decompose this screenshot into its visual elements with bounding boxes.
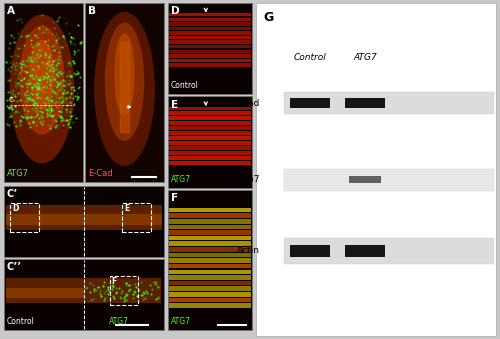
Bar — [169, 281, 251, 285]
Bar — [284, 238, 494, 264]
Bar — [169, 49, 251, 53]
Bar — [169, 126, 251, 130]
Text: C’: C’ — [6, 189, 18, 199]
Bar — [169, 13, 251, 17]
Text: G: G — [264, 11, 274, 24]
Bar — [6, 214, 162, 225]
Bar — [169, 264, 251, 268]
Bar — [169, 112, 251, 115]
Bar — [345, 245, 385, 257]
Bar — [110, 276, 138, 305]
Text: Actin: Actin — [237, 246, 260, 255]
Bar — [284, 169, 494, 191]
Bar — [120, 42, 129, 132]
Bar — [169, 36, 251, 39]
Ellipse shape — [20, 26, 64, 134]
Text: D: D — [170, 6, 179, 16]
Bar — [6, 288, 84, 298]
Bar — [168, 3, 252, 94]
Bar — [169, 141, 251, 145]
Ellipse shape — [95, 13, 154, 165]
Bar — [169, 131, 251, 135]
Bar — [169, 303, 251, 308]
Bar — [169, 63, 251, 67]
Text: C-: C- — [8, 97, 16, 103]
Text: Control: Control — [6, 317, 34, 326]
Text: E-Cad: E-Cad — [88, 169, 112, 178]
Text: E: E — [170, 100, 177, 109]
Bar — [169, 298, 251, 302]
Bar — [6, 278, 84, 303]
Bar — [256, 3, 496, 336]
Bar — [169, 225, 251, 229]
Bar — [169, 27, 251, 30]
Bar — [169, 146, 251, 150]
Bar — [290, 98, 330, 108]
Bar — [4, 259, 164, 330]
Bar — [169, 230, 251, 235]
Text: ATG7: ATG7 — [109, 317, 129, 326]
Bar — [169, 219, 251, 223]
Bar — [10, 203, 39, 232]
Text: A: A — [7, 6, 15, 16]
Bar — [169, 54, 251, 58]
Bar — [84, 278, 161, 303]
Bar — [284, 92, 494, 114]
Bar — [169, 208, 251, 212]
Bar — [4, 186, 164, 257]
Bar — [169, 275, 251, 280]
Bar — [169, 241, 251, 246]
Bar — [349, 176, 381, 183]
Ellipse shape — [30, 40, 54, 109]
Text: Control: Control — [170, 81, 198, 90]
Bar — [169, 40, 251, 44]
Bar — [169, 22, 251, 26]
Bar — [169, 45, 251, 48]
Ellipse shape — [10, 15, 74, 163]
Text: E-Cad: E-Cad — [234, 99, 260, 108]
Text: E: E — [124, 204, 129, 213]
Text: ATG7: ATG7 — [170, 175, 190, 184]
Bar — [169, 253, 251, 257]
Bar — [345, 98, 385, 108]
Bar — [169, 151, 251, 155]
Bar — [169, 136, 251, 140]
Bar — [169, 214, 251, 218]
Bar — [169, 161, 251, 165]
Bar — [122, 203, 151, 232]
Bar — [169, 59, 251, 62]
Bar — [169, 247, 251, 252]
Text: C’’: C’’ — [6, 262, 22, 272]
Bar — [169, 18, 251, 21]
Text: F: F — [170, 193, 177, 203]
Bar — [169, 286, 251, 291]
Text: ATG7: ATG7 — [236, 175, 260, 184]
Bar — [169, 270, 251, 274]
Bar — [6, 205, 162, 230]
Bar — [168, 190, 252, 330]
Bar — [4, 3, 83, 182]
Bar — [169, 292, 251, 297]
Text: ATG7: ATG7 — [353, 53, 377, 62]
Bar — [169, 116, 251, 120]
Bar — [168, 96, 252, 188]
Bar — [290, 245, 330, 257]
Text: F: F — [111, 277, 116, 286]
Text: ATG7: ATG7 — [170, 317, 190, 326]
Text: ATG7: ATG7 — [7, 169, 29, 178]
Bar — [169, 236, 251, 240]
Bar — [169, 258, 251, 263]
Ellipse shape — [106, 23, 144, 140]
Ellipse shape — [115, 34, 134, 115]
Text: Control: Control — [294, 53, 326, 62]
Text: D: D — [12, 204, 18, 213]
Bar — [85, 3, 164, 182]
Bar — [169, 156, 251, 160]
Bar — [169, 106, 251, 111]
Bar — [169, 31, 251, 35]
Text: B: B — [88, 6, 96, 16]
Bar — [169, 121, 251, 125]
